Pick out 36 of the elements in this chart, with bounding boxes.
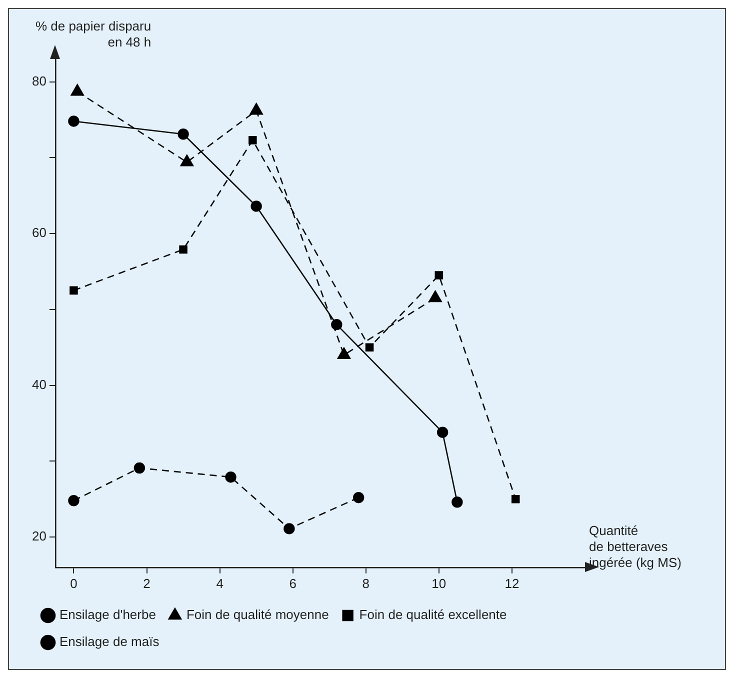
- point: [365, 343, 374, 352]
- point: [511, 494, 520, 504]
- point: [331, 318, 342, 330]
- point: [134, 462, 146, 474]
- x-tick-label: 0: [70, 576, 78, 591]
- point: [70, 286, 78, 295]
- point: [179, 245, 188, 254]
- x-tick-label: 6: [289, 576, 296, 591]
- legend-label: Foin de qualité excellente: [359, 607, 507, 622]
- y-tick-label: 40: [32, 376, 46, 392]
- y-tick-label: 20: [32, 528, 46, 544]
- point: [178, 128, 189, 140]
- legend-label: Ensilage d'herbe: [60, 607, 156, 622]
- point: [70, 84, 84, 96]
- point: [434, 271, 444, 280]
- point: [452, 496, 463, 508]
- point: [250, 200, 262, 212]
- point: [225, 472, 236, 483]
- x-tick-label: 8: [362, 576, 370, 591]
- x-tick-label: 10: [432, 576, 446, 591]
- point: [248, 136, 257, 144]
- legend-label: Foin de qualité moyenne: [186, 607, 329, 622]
- x-tick-label: 4: [216, 576, 224, 591]
- point: [68, 116, 80, 127]
- y-axis-title: % de papier disparu en 48 h: [35, 18, 152, 50]
- point: [250, 103, 263, 115]
- x-tick-label: 2: [143, 576, 150, 591]
- y-tick-label: 60: [32, 225, 46, 240]
- point: [436, 426, 448, 438]
- x-tick-label: 12: [504, 576, 520, 591]
- point: [352, 492, 364, 504]
- point: [180, 154, 194, 166]
- point: [284, 523, 295, 534]
- point: [68, 495, 80, 506]
- legend-label: Ensilage de maïs: [60, 634, 160, 650]
- y-tick-label: 80: [32, 73, 46, 88]
